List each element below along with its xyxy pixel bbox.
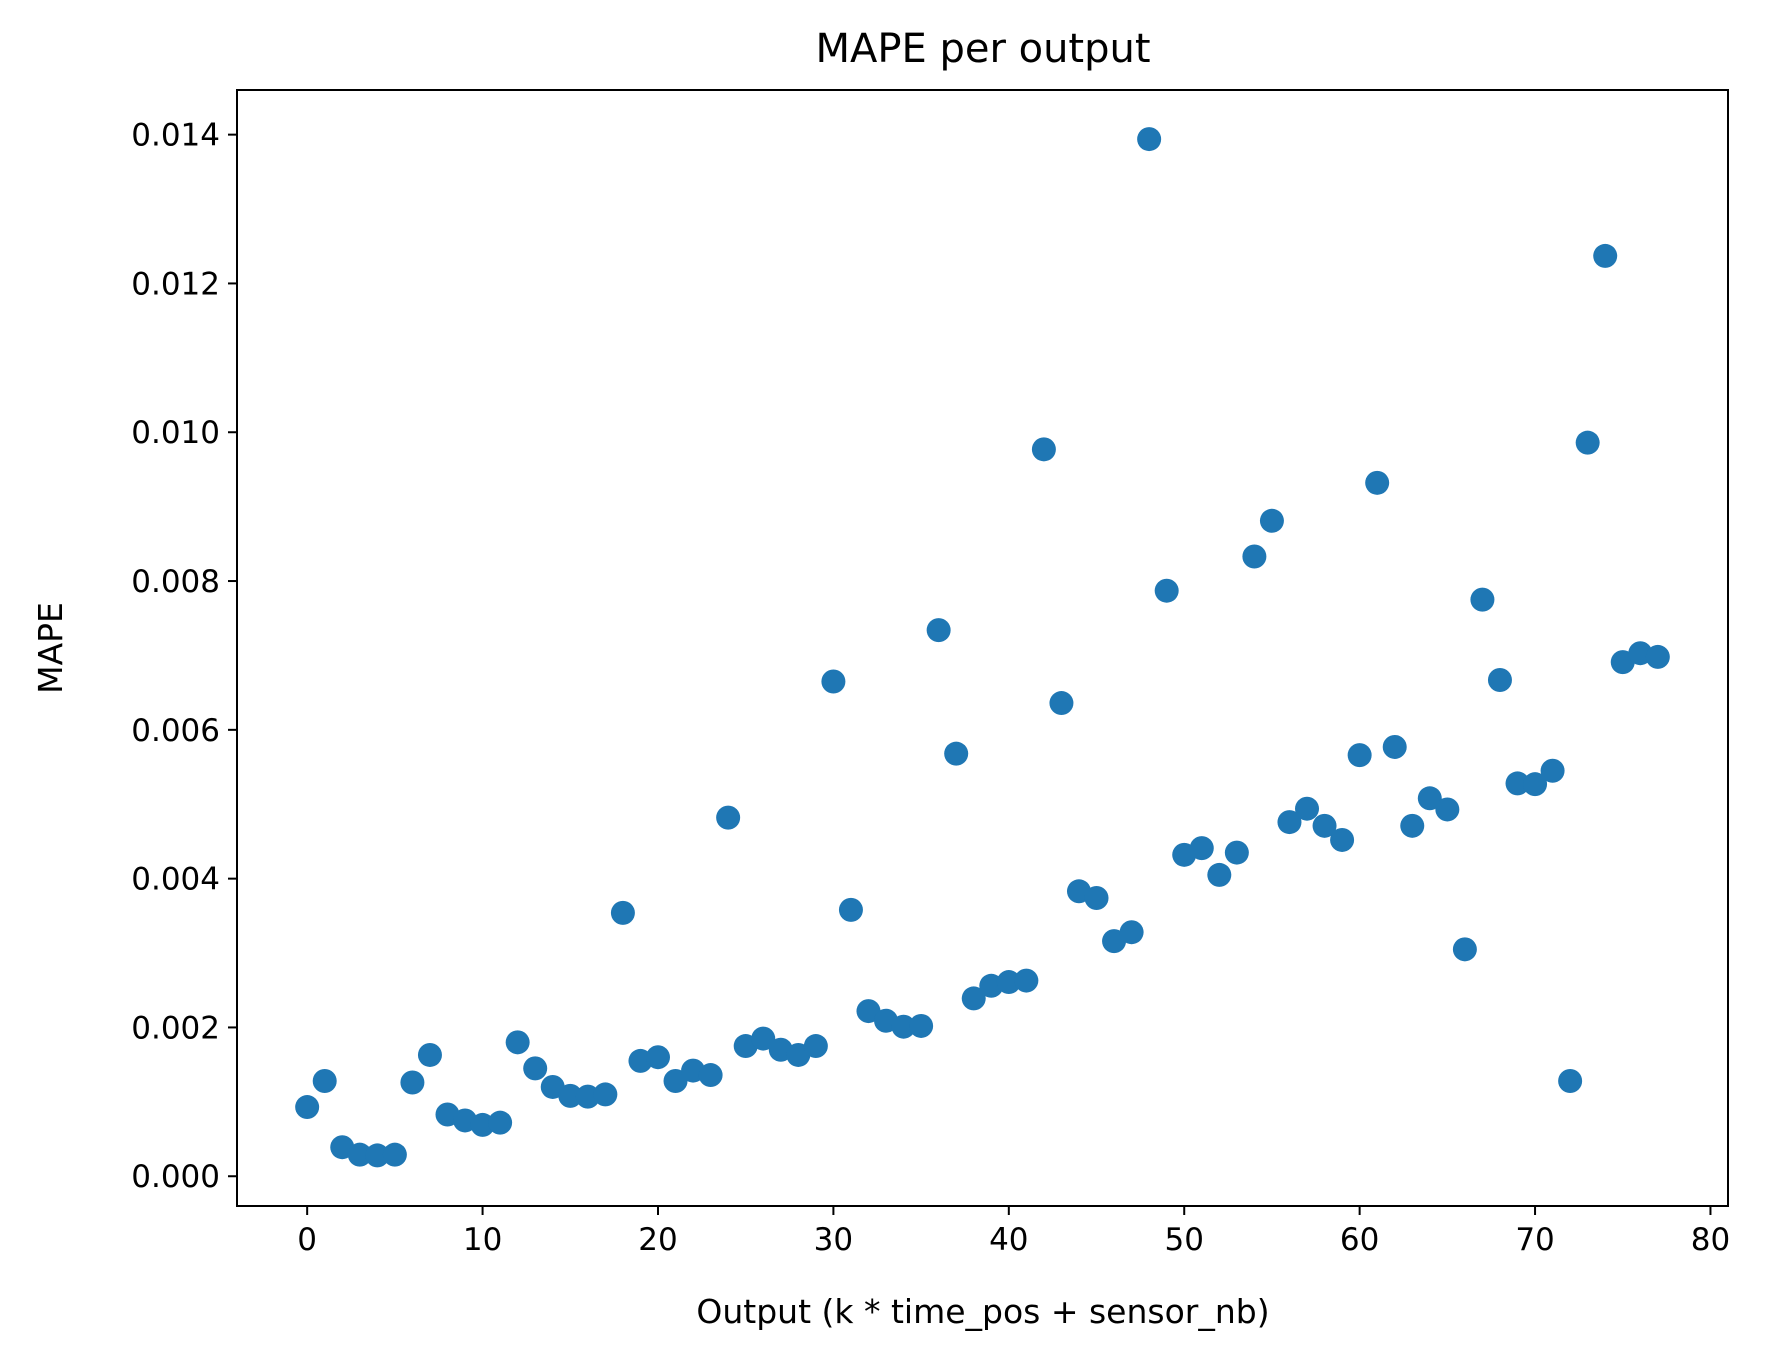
- data-point: [926, 618, 951, 643]
- data-point: [1645, 644, 1670, 669]
- data-point: [1031, 437, 1056, 462]
- data-point: [1470, 587, 1495, 612]
- data-point: [1014, 968, 1039, 993]
- data-point: [1295, 796, 1320, 821]
- data-point: [856, 999, 881, 1024]
- data-point: [1312, 813, 1337, 838]
- data-point: [593, 1082, 618, 1107]
- data-point: [891, 1014, 916, 1039]
- y-tick-label: 0.002: [131, 1010, 220, 1046]
- data-point: [909, 1013, 934, 1038]
- x-tick-label: 50: [1164, 1222, 1203, 1258]
- data-point: [716, 805, 741, 830]
- data-point: [1189, 836, 1214, 861]
- data-points: [295, 127, 1670, 1168]
- x-tick-label: 10: [463, 1222, 502, 1258]
- y-tick-label: 0.010: [131, 415, 220, 451]
- data-point: [1435, 797, 1460, 822]
- data-point: [1593, 243, 1618, 268]
- data-point: [961, 986, 986, 1011]
- data-point: [1259, 508, 1284, 533]
- x-tick-label: 60: [1340, 1222, 1379, 1258]
- data-point: [996, 970, 1021, 995]
- data-point: [1575, 430, 1600, 455]
- data-point: [821, 669, 846, 694]
- data-point: [470, 1112, 495, 1137]
- x-tick-label: 80: [1691, 1222, 1730, 1258]
- data-point: [1540, 758, 1565, 783]
- x-tick-label: 30: [814, 1222, 853, 1258]
- data-point: [365, 1143, 390, 1168]
- y-axis-label: MAPE: [31, 602, 70, 694]
- data-point: [1242, 544, 1267, 569]
- data-point: [1523, 772, 1548, 797]
- data-point: [523, 1056, 548, 1081]
- data-point: [663, 1069, 688, 1094]
- data-point: [1400, 813, 1425, 838]
- data-point: [1084, 885, 1109, 910]
- data-point: [400, 1070, 425, 1095]
- data-point: [698, 1063, 723, 1088]
- y-tick-label: 0.012: [131, 266, 220, 302]
- y-tick-label: 0.006: [131, 713, 220, 749]
- data-point: [1452, 937, 1477, 962]
- data-point: [1277, 810, 1302, 835]
- y-tick-label: 0.008: [131, 564, 220, 600]
- data-point: [1487, 667, 1512, 692]
- data-point: [1347, 743, 1372, 768]
- x-tick-label: 20: [638, 1222, 677, 1258]
- data-point: [1154, 578, 1179, 603]
- data-point: [1119, 920, 1144, 945]
- data-point: [1049, 691, 1074, 716]
- y-tick-label: 0.000: [131, 1159, 220, 1195]
- data-point: [751, 1026, 776, 1051]
- data-point: [1505, 771, 1530, 796]
- x-tick-label: 0: [297, 1222, 317, 1258]
- data-point: [382, 1142, 407, 1167]
- x-axis-label: Output (k * time_pos + sensor_nb): [696, 1292, 1269, 1331]
- y-tick-label: 0.014: [131, 118, 220, 154]
- data-point: [610, 900, 635, 925]
- data-point: [803, 1034, 828, 1059]
- data-point: [558, 1083, 583, 1108]
- data-point: [944, 741, 969, 766]
- x-axis: 0 10 20 30 40 50 60 70 80: [297, 1206, 1730, 1258]
- data-point: [1365, 470, 1390, 495]
- x-tick-label: 70: [1515, 1222, 1554, 1258]
- data-point: [645, 1045, 670, 1070]
- data-point: [838, 897, 863, 922]
- x-tick-label: 40: [989, 1222, 1028, 1258]
- data-point: [347, 1142, 372, 1167]
- data-point: [295, 1095, 320, 1120]
- data-point: [1382, 734, 1407, 759]
- data-point: [312, 1069, 337, 1094]
- y-tick-label: 0.004: [131, 862, 220, 898]
- data-point: [488, 1110, 513, 1135]
- data-point: [417, 1042, 442, 1067]
- plot-area-frame: [236, 89, 1729, 1207]
- data-point: [1330, 827, 1355, 852]
- data-point: [1137, 127, 1162, 152]
- data-point: [1207, 862, 1232, 887]
- data-point: [505, 1030, 530, 1055]
- data-point: [1558, 1069, 1583, 1094]
- y-axis: 0.000 0.002 0.004 0.006 0.008 0.010 0.012 0.014: [131, 118, 237, 1195]
- chart-title: MAPE per output: [815, 26, 1150, 72]
- data-point: [1417, 786, 1442, 811]
- data-point: [575, 1084, 600, 1109]
- data-point: [1224, 840, 1249, 865]
